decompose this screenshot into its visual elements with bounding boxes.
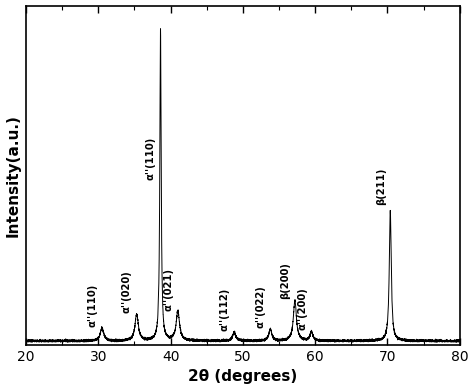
X-axis label: 2θ (degrees): 2θ (degrees) xyxy=(188,369,298,385)
Text: β(211): β(211) xyxy=(376,167,386,205)
Text: α''(200): α''(200) xyxy=(297,287,307,330)
Y-axis label: Intensity(a.u.): Intensity(a.u.) xyxy=(6,114,20,237)
Text: α''(110): α''(110) xyxy=(146,137,155,180)
Text: α''(022): α''(022) xyxy=(256,285,266,328)
Text: α''(112): α''(112) xyxy=(220,287,230,331)
Text: α''(110): α''(110) xyxy=(88,284,98,327)
Text: α''(021): α''(021) xyxy=(164,268,173,311)
Text: β(200): β(200) xyxy=(281,262,291,299)
Text: α''(020): α''(020) xyxy=(121,271,132,313)
